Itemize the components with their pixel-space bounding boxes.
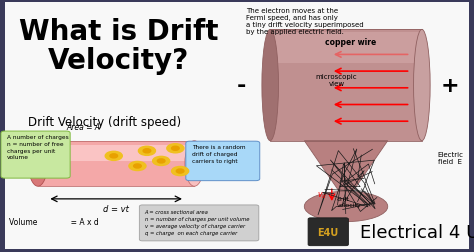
Polygon shape — [304, 141, 388, 202]
Text: What is Drift
Velocity?: What is Drift Velocity? — [19, 18, 218, 75]
Circle shape — [176, 169, 184, 173]
Ellipse shape — [28, 141, 47, 186]
Text: +: + — [441, 76, 460, 96]
Text: The electron moves at the
Fermi speed, and has only
a tiny drift velocity superi: The electron moves at the Fermi speed, a… — [246, 8, 364, 35]
Circle shape — [110, 154, 118, 158]
Ellipse shape — [185, 141, 204, 186]
Text: Electrical 4 U: Electrical 4 U — [360, 223, 474, 241]
Ellipse shape — [262, 30, 278, 141]
Circle shape — [157, 159, 165, 163]
Text: Volume              = A x d: Volume = A x d — [9, 217, 99, 226]
Text: Electric
field  E: Electric field E — [438, 151, 463, 164]
Circle shape — [105, 152, 122, 161]
FancyBboxPatch shape — [5, 3, 469, 249]
Bar — [38, 146, 194, 162]
FancyBboxPatch shape — [1, 132, 70, 178]
Circle shape — [172, 167, 189, 176]
Text: Area = A: Area = A — [66, 122, 100, 131]
Text: drift
velocity: drift velocity — [337, 196, 361, 207]
Circle shape — [134, 164, 141, 168]
Text: Drift Velocity (drift speed): Drift Velocity (drift speed) — [27, 116, 181, 129]
Text: -: - — [237, 76, 246, 96]
FancyBboxPatch shape — [186, 142, 260, 181]
Circle shape — [143, 149, 151, 153]
Bar — [270, 30, 422, 141]
Circle shape — [129, 162, 146, 171]
Bar — [270, 33, 422, 64]
Text: $v_d$: $v_d$ — [317, 190, 327, 201]
Circle shape — [153, 157, 170, 166]
Text: There is a random
drift of charged
carriers to right: There is a random drift of charged carri… — [192, 145, 246, 163]
Text: microscopic
view: microscopic view — [316, 74, 357, 87]
Text: d = vt: d = vt — [103, 204, 129, 213]
Text: E4U: E4U — [318, 227, 339, 237]
Circle shape — [138, 147, 155, 156]
Text: A = cross sectional area
n = number of charges per unit volume
v = average veloc: A = cross sectional area n = number of c… — [145, 209, 249, 235]
FancyBboxPatch shape — [139, 205, 259, 241]
FancyBboxPatch shape — [308, 218, 348, 246]
Circle shape — [167, 144, 184, 153]
Ellipse shape — [304, 192, 388, 222]
Ellipse shape — [413, 30, 430, 141]
Circle shape — [172, 147, 179, 151]
Bar — [38, 141, 194, 186]
Text: A number of charges
n = number of free
charges per unit
volume: A number of charges n = number of free c… — [7, 135, 69, 160]
Text: copper wire: copper wire — [325, 38, 376, 47]
